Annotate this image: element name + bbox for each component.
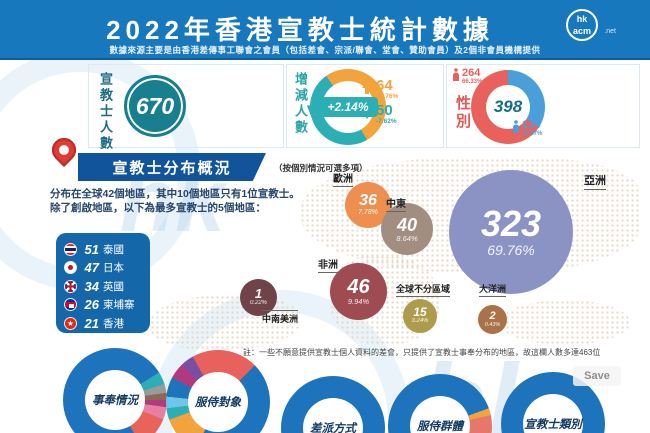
region-label-europe: 歐洲 bbox=[333, 170, 353, 187]
list-item: 34 英國 bbox=[64, 277, 150, 296]
region-label-mideast: 中東 bbox=[386, 195, 406, 212]
country-count: 47 bbox=[84, 260, 99, 276]
region-label-global: 全球不分區域 bbox=[396, 282, 451, 297]
region-bubble-central-south-america: 1 0.22% bbox=[240, 279, 277, 316]
region-bubble-asia: 323 69.76% bbox=[449, 170, 573, 294]
decrease-value: 50 bbox=[376, 102, 393, 119]
hongkong-flag-icon: ★ bbox=[64, 316, 77, 330]
region-bubble-global: 15 3.24% bbox=[403, 299, 437, 333]
bottom-chart-service-status: 事奉情況 bbox=[63, 348, 167, 433]
gender-female-stat: 264 66.33% bbox=[452, 68, 482, 85]
stat-box-missionaries bbox=[88, 64, 284, 148]
region-value: 323 bbox=[480, 202, 542, 244]
region-value: 36 bbox=[359, 191, 377, 209]
logo-suffix: .net bbox=[604, 28, 616, 35]
distribution-heading: 宣教士分布概況 bbox=[78, 153, 266, 181]
country-count: 26 bbox=[84, 297, 99, 313]
male-person-icon bbox=[513, 120, 519, 133]
list-item: 26 柬埔寨 bbox=[64, 296, 150, 315]
cambodia-flag-icon bbox=[64, 298, 77, 312]
increase-value: 64 bbox=[376, 77, 393, 94]
bottom-chart-service-targets: 服侍對象 bbox=[166, 350, 270, 433]
stat-box-gender bbox=[446, 64, 640, 148]
header-banner: 2022年香港宣教士統計數據 數據來源主要是由香港差傳事工聯會之會員（包括差會、… bbox=[0, 0, 650, 60]
bottom-chart-sending-method: 差派方式 bbox=[281, 376, 385, 433]
page-subtitle: 數據來源主要是由香港差傳事工聯會之會員（包括差會、宗派/聯會、堂會、贊助會員）及… bbox=[109, 45, 541, 55]
country-name: 英國 bbox=[103, 280, 124, 293]
japan-flag-icon bbox=[64, 261, 77, 275]
bottom-chart-label: 服侍群體 bbox=[417, 421, 463, 433]
male-percent: 33.67% bbox=[522, 131, 543, 137]
list-item: ★ 21 香港 bbox=[64, 314, 150, 333]
female-count: 264 bbox=[462, 67, 481, 79]
hkacm-logo: hk acm bbox=[566, 9, 598, 41]
distribution-heading-note: （按個別情況可選多項） bbox=[274, 163, 368, 173]
distribution-desc-line1: 分布在全球42個地區，其中10個地區只有1位宣教士。 bbox=[50, 188, 300, 200]
donut-hole bbox=[85, 370, 145, 430]
region-percent: 7.78% bbox=[358, 208, 378, 216]
distribution-desc-line2: 除了創啟地區，以下為最多宣教士的5個地區： bbox=[50, 202, 266, 214]
region-label-africa: 非洲 bbox=[318, 256, 338, 273]
thailand-flag-icon bbox=[64, 242, 77, 256]
distribution-description: 分布在全球42個地區，其中10個地區只有1位宣教士。 除了創啟地區，以下為最多宣… bbox=[50, 187, 360, 215]
region-bubble-oceania: 2 0.43% bbox=[478, 305, 507, 334]
decrease-percent: -7.62% bbox=[376, 118, 397, 125]
region-value: 1 bbox=[254, 286, 263, 302]
up-arrow-icon bbox=[362, 81, 372, 94]
stat-box-change bbox=[286, 64, 444, 148]
female-person-icon bbox=[453, 68, 459, 81]
logo-line1: hk bbox=[576, 14, 588, 24]
region-value: 46 bbox=[347, 276, 370, 298]
donut-hole bbox=[188, 372, 248, 432]
region-label-asia: 亞洲 bbox=[584, 172, 606, 190]
change-breakdown: 64 +9.76% 50 -7.62% bbox=[362, 78, 432, 128]
country-name: 泰國 bbox=[103, 243, 124, 256]
change-label: 增減人數 bbox=[293, 72, 308, 136]
region-percent: 69.76% bbox=[487, 241, 535, 258]
list-item: 47 日本 bbox=[64, 259, 150, 278]
region-label-oceania: 大洋洲 bbox=[479, 282, 507, 297]
region-label-central-south-america: 中南美洲 bbox=[262, 310, 299, 326]
gender-donut-chart bbox=[471, 70, 545, 144]
net-change-percent: +2.14% bbox=[318, 97, 378, 117]
bottom-chart-label: 宣教士類別 bbox=[524, 419, 582, 431]
region-value: 2 bbox=[489, 309, 496, 322]
region-percent: 0.22% bbox=[249, 300, 267, 307]
bottom-chart-label: 服侍對象 bbox=[195, 397, 241, 409]
male-count: 134 bbox=[522, 119, 541, 131]
gender-male-stat: 134 33.67% bbox=[512, 120, 542, 137]
region-bubble-africa: 46 9.94% bbox=[330, 263, 387, 320]
country-count: 51 bbox=[84, 241, 99, 257]
female-percent: 66.33% bbox=[462, 79, 483, 85]
region-percent: 0.43% bbox=[484, 321, 501, 328]
missionary-count-label: 宣教士人數 bbox=[98, 72, 113, 152]
page-title: 2022年香港宣教士統計數據 bbox=[106, 15, 494, 45]
gender-label: 性別 bbox=[454, 95, 471, 131]
country-count: 34 bbox=[84, 278, 99, 294]
region-percent: 8.64% bbox=[396, 233, 418, 243]
country-name: 日本 bbox=[103, 262, 124, 275]
list-item: 51 泰國 bbox=[64, 240, 150, 259]
region-percent: 3.24% bbox=[411, 318, 429, 325]
uk-flag-icon bbox=[64, 279, 77, 293]
footnote: 註：一些不願意提供宣教士個人資料的差會，只提供了宣教士事奉分布的地區，故這欄人數… bbox=[243, 348, 601, 357]
bottom-chart-served-groups: 服侍群體 bbox=[388, 374, 492, 433]
region-percent: 9.94% bbox=[347, 297, 370, 306]
country-count: 21 bbox=[84, 315, 99, 331]
missionary-count-value: 670 bbox=[124, 75, 186, 137]
country-name: 香港 bbox=[103, 317, 124, 330]
region-value: 15 bbox=[413, 305, 427, 320]
gender-total: 398 bbox=[493, 97, 523, 116]
save-button[interactable]: Save bbox=[573, 366, 621, 386]
country-name: 柬埔寨 bbox=[103, 299, 135, 312]
top-countries-panel: 51 泰國 47 日本 34 英國 26 柬埔寨 ★ 21 香港 bbox=[56, 233, 150, 333]
region-value: 40 bbox=[396, 214, 418, 235]
map-dots-oceania bbox=[500, 300, 630, 345]
bottom-chart-label: 差派方式 bbox=[310, 423, 356, 433]
bottom-chart-label: 事奉情況 bbox=[92, 395, 138, 407]
increase-percent: +9.76% bbox=[376, 93, 399, 100]
logo-line2: acm bbox=[572, 25, 591, 36]
